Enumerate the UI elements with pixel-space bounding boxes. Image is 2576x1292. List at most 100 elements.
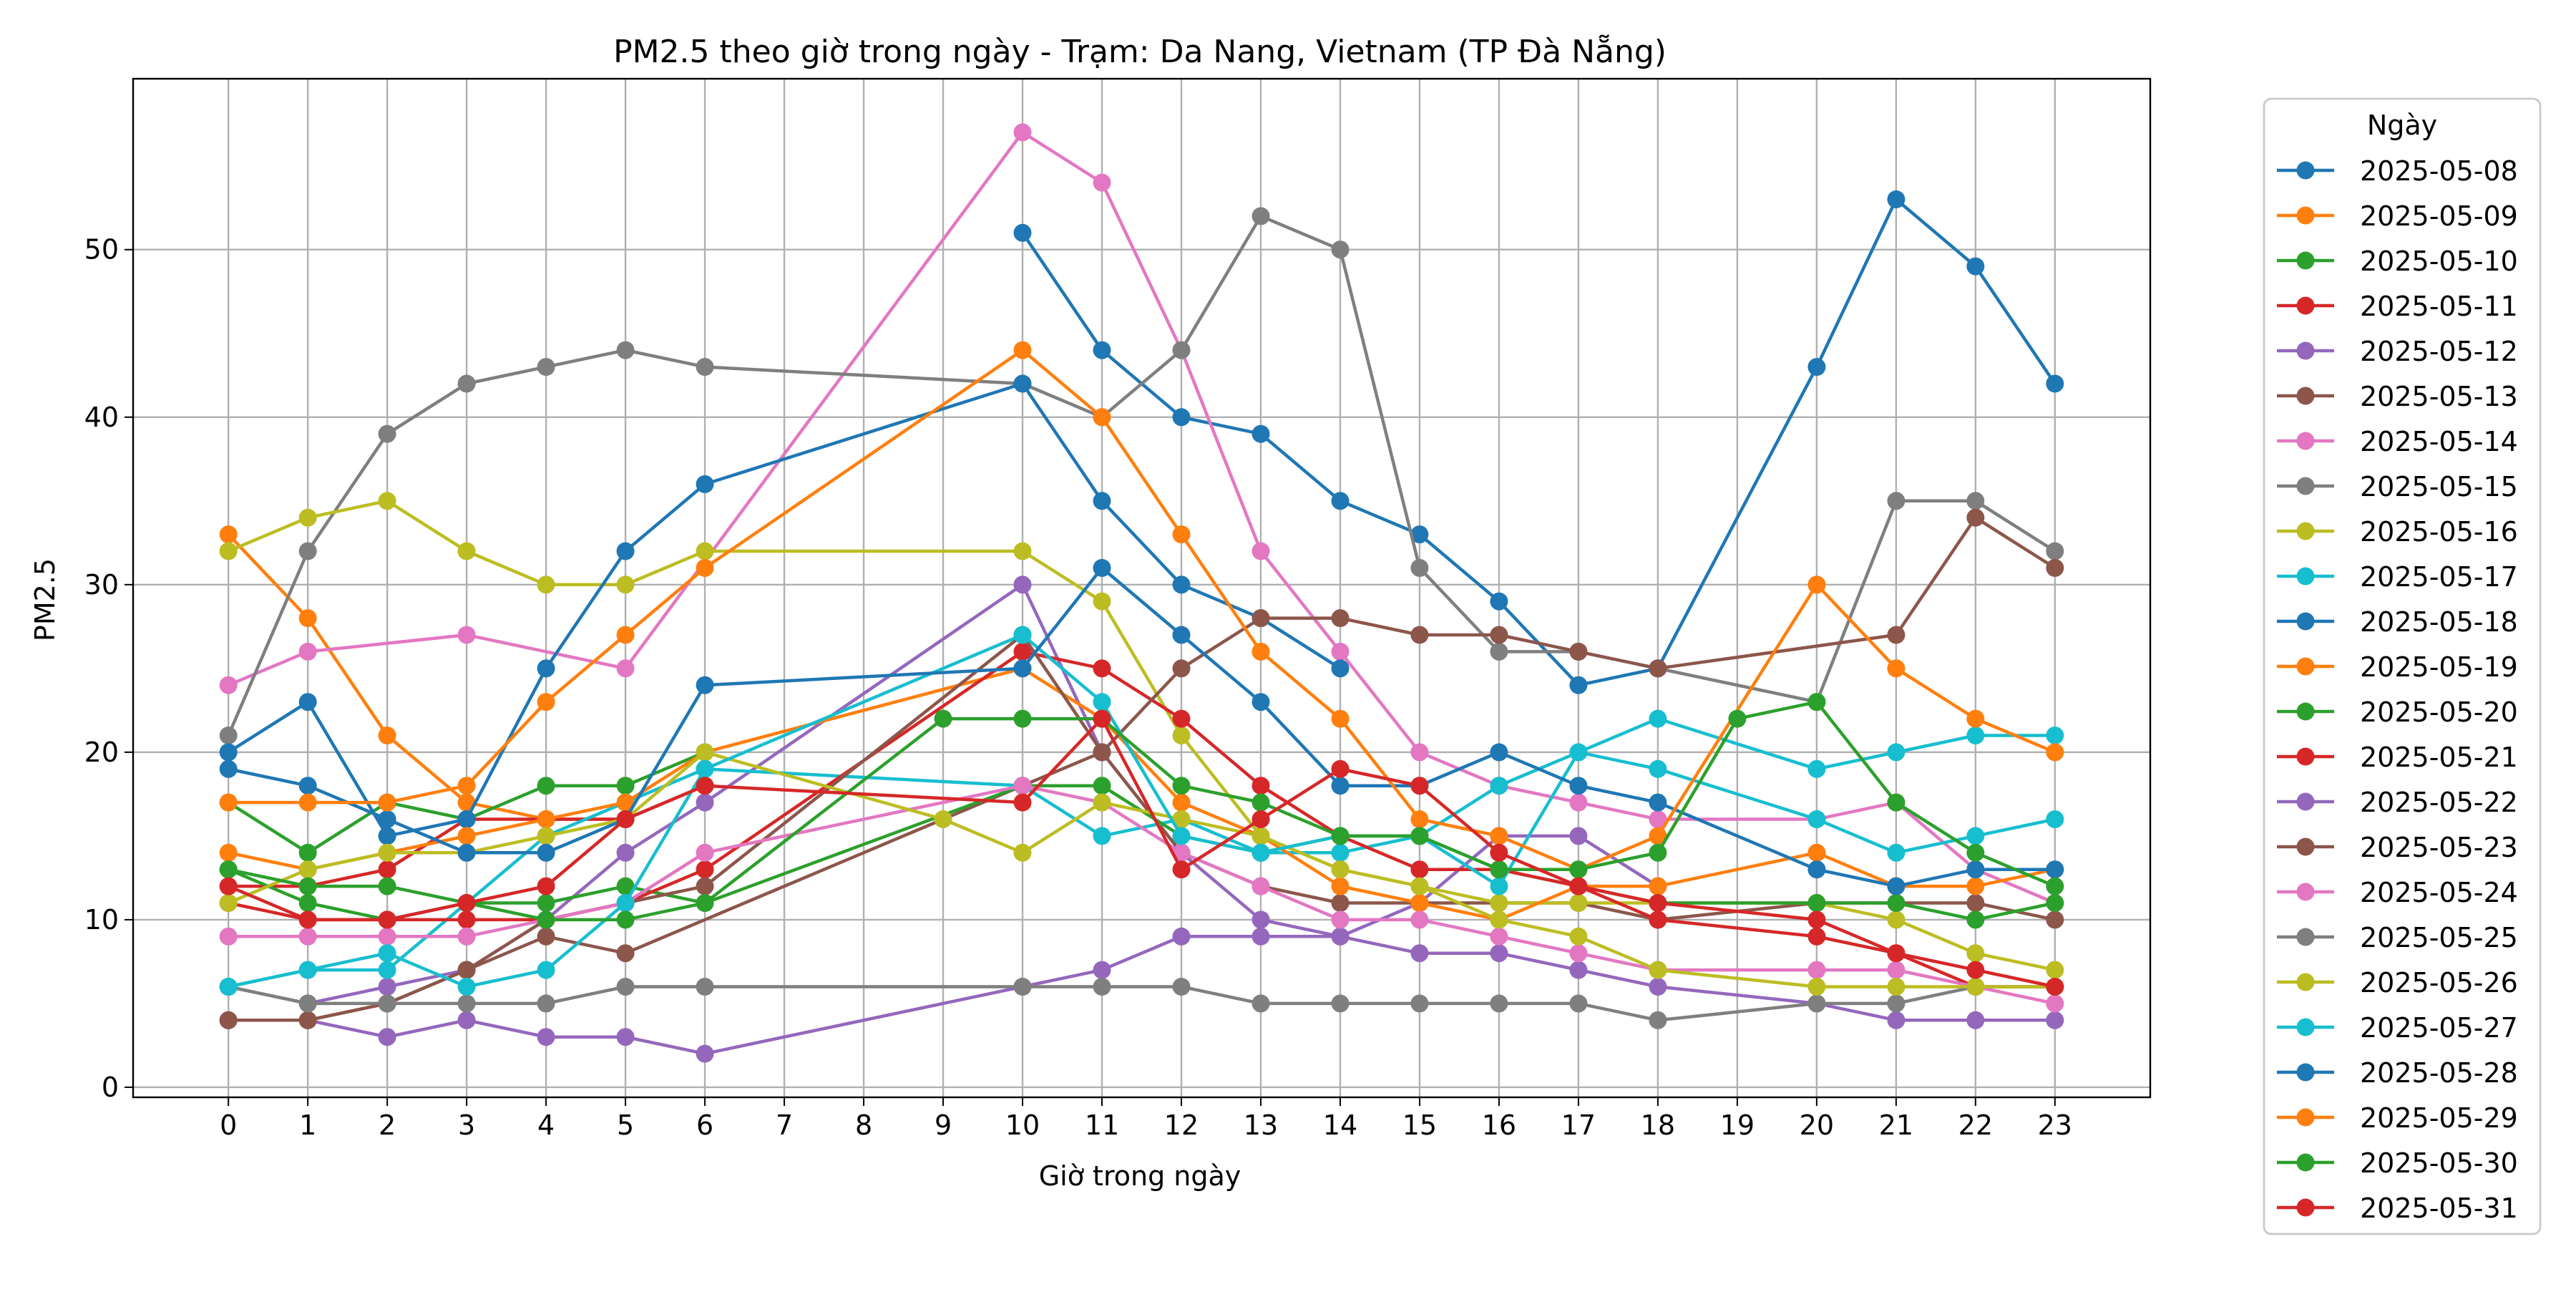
data-point xyxy=(219,793,238,812)
series-2025-05-31 xyxy=(219,709,2064,996)
data-point xyxy=(219,759,238,778)
legend-item: 2025-05-11 xyxy=(2277,291,2518,322)
data-point xyxy=(1410,810,1429,828)
data-point xyxy=(457,626,476,644)
legend-item: 2025-05-19 xyxy=(2277,651,2518,683)
data-point xyxy=(1887,961,1906,979)
data-point xyxy=(378,727,396,744)
legend-swatch-marker xyxy=(2296,522,2315,540)
data-point xyxy=(378,843,396,862)
data-point xyxy=(1569,944,1588,963)
data-point xyxy=(1887,190,1906,208)
data-point xyxy=(616,1028,635,1046)
data-point xyxy=(1013,341,1032,359)
data-point xyxy=(1172,575,1191,594)
data-point xyxy=(1807,927,1826,946)
data-point xyxy=(1569,827,1588,845)
data-point xyxy=(457,810,476,828)
x-tick-label: 11 xyxy=(1085,1109,1119,1141)
legend-label: 2025-05-24 xyxy=(2360,877,2518,908)
data-point xyxy=(2046,877,2064,895)
data-point xyxy=(1252,827,1270,845)
chart-title: PM2.5 theo giờ trong ngày - Trạm: Da Nan… xyxy=(613,34,1667,70)
x-tick-label: 19 xyxy=(1720,1109,1755,1141)
data-point xyxy=(219,877,238,895)
legend-item: 2025-05-18 xyxy=(2277,606,2518,638)
data-point xyxy=(1807,910,1826,929)
data-point xyxy=(1172,727,1191,744)
data-point xyxy=(298,777,317,795)
legend-label: 2025-05-25 xyxy=(2360,922,2518,953)
data-point xyxy=(1410,944,1429,963)
data-point xyxy=(696,743,714,762)
data-point xyxy=(1490,910,1508,929)
data-point xyxy=(1013,978,1032,996)
data-point xyxy=(1569,860,1588,879)
data-point xyxy=(537,1028,555,1046)
data-point xyxy=(1172,709,1191,728)
data-point xyxy=(1172,793,1191,812)
data-point xyxy=(1252,777,1270,795)
legend-label: 2025-05-22 xyxy=(2360,787,2518,818)
data-point xyxy=(1569,793,1588,812)
data-point xyxy=(1569,877,1588,895)
data-point xyxy=(1887,994,1906,1013)
data-point xyxy=(616,626,635,644)
data-point xyxy=(1649,659,1667,678)
data-point xyxy=(1093,961,1111,979)
x-tick-label: 16 xyxy=(1482,1109,1516,1141)
data-point xyxy=(1887,843,1906,862)
x-tick-label: 2 xyxy=(379,1109,396,1141)
data-point xyxy=(616,944,635,963)
data-point xyxy=(219,843,238,862)
data-point xyxy=(219,542,238,560)
data-point xyxy=(1887,626,1906,644)
legend-label: 2025-05-10 xyxy=(2360,246,2518,277)
legend-label: 2025-05-09 xyxy=(2360,200,2518,232)
data-point xyxy=(1410,860,1429,879)
series-2025-05-26 xyxy=(219,743,2064,996)
data-point xyxy=(537,693,555,711)
legend-swatch-marker xyxy=(2296,206,2315,225)
data-point xyxy=(537,877,555,895)
x-tick-label: 22 xyxy=(1958,1109,1993,1141)
data-point xyxy=(1172,659,1191,678)
data-point xyxy=(2046,542,2064,560)
data-point xyxy=(1331,709,1350,728)
data-point xyxy=(2046,894,2064,912)
data-point xyxy=(1013,374,1032,393)
data-point xyxy=(616,542,635,560)
data-point xyxy=(1887,910,1906,929)
data-point xyxy=(537,777,555,795)
legend-label: 2025-05-31 xyxy=(2360,1193,2518,1224)
data-point xyxy=(1966,944,1985,963)
data-point xyxy=(537,994,555,1013)
data-point xyxy=(616,777,635,795)
data-point xyxy=(696,759,714,778)
data-point xyxy=(1172,408,1191,427)
legend-item: 2025-05-14 xyxy=(2277,426,2518,457)
data-point xyxy=(457,374,476,393)
data-point xyxy=(537,575,555,594)
data-point xyxy=(1887,743,1906,762)
data-point xyxy=(219,978,238,996)
data-point xyxy=(1649,827,1667,845)
data-point xyxy=(457,542,476,560)
data-point xyxy=(219,727,238,744)
data-point xyxy=(298,877,317,895)
data-point xyxy=(1013,642,1032,661)
data-point xyxy=(1966,827,1985,845)
legend-item: 2025-05-25 xyxy=(2277,922,2518,953)
legend-swatch-marker xyxy=(2296,432,2315,450)
data-point xyxy=(457,843,476,862)
data-point xyxy=(378,1028,396,1046)
data-point xyxy=(1807,810,1826,828)
legend-item: 2025-05-20 xyxy=(2277,696,2518,728)
series-2025-05-29 xyxy=(219,341,2064,879)
legend-label: 2025-05-19 xyxy=(2360,651,2518,683)
data-point xyxy=(696,877,714,895)
legend-swatch-marker xyxy=(2296,1198,2315,1217)
data-point xyxy=(1807,358,1826,377)
data-point xyxy=(1331,241,1350,259)
data-point xyxy=(1649,759,1667,778)
